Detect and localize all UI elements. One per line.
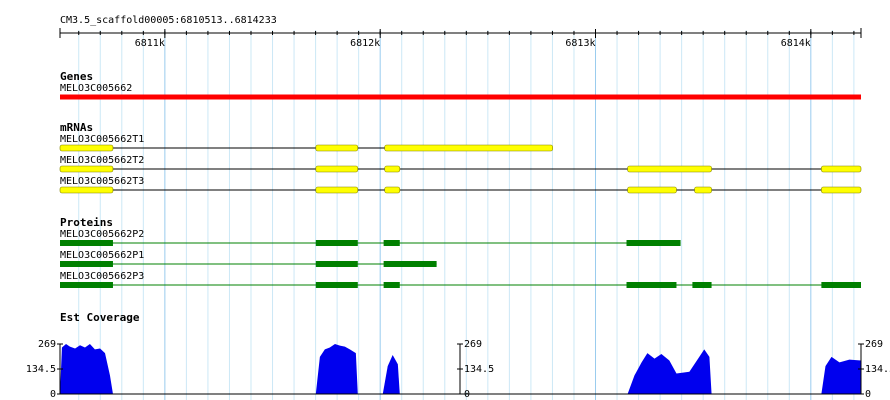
feature-label: MELO3C005662P2	[60, 229, 144, 240]
ruler-label: 6813k	[565, 38, 595, 49]
feature-label: MELO3C005662P1	[60, 250, 144, 261]
exon	[692, 282, 712, 288]
exon	[384, 144, 553, 152]
exon	[383, 282, 400, 288]
exon	[383, 240, 400, 246]
exon	[626, 240, 681, 246]
exon	[821, 165, 862, 173]
ruler-label: 6811k	[135, 38, 165, 49]
track-title: Proteins	[60, 216, 113, 229]
coverage-area	[382, 354, 400, 394]
exon	[315, 261, 358, 267]
exon	[59, 144, 114, 152]
ruler-label: 6812k	[350, 38, 380, 49]
exon	[821, 282, 861, 288]
feature-label: MELO3C005662T1	[60, 134, 144, 145]
exon	[315, 282, 358, 288]
region-title: CM3.5_scaffold00005:6810513..6814233	[60, 15, 277, 26]
exon	[626, 282, 677, 288]
exon	[384, 165, 401, 173]
track-title: Genes	[60, 70, 93, 83]
coverage-tick-label: 269	[865, 339, 883, 350]
coverage-tick-label: 134.5	[464, 364, 494, 375]
feature-label: MELO3C005662T3	[60, 176, 144, 187]
feature-label: MELO3C005662	[60, 83, 132, 94]
exon	[627, 186, 677, 194]
coverage-tick-label: 134.5	[26, 364, 56, 375]
gene-bar	[60, 94, 861, 100]
exon	[821, 186, 862, 194]
coverage-tick-label: 134.5	[865, 364, 890, 375]
coverage-tick-label: 269	[464, 339, 482, 350]
track-title: Est Coverage	[60, 311, 140, 324]
ruler-label: 6814k	[781, 38, 811, 49]
exon	[315, 240, 358, 246]
feature-label: MELO3C005662T2	[60, 155, 144, 166]
exon	[384, 186, 401, 194]
exon	[60, 282, 113, 288]
exon	[59, 186, 114, 194]
exon	[315, 165, 359, 173]
exon	[694, 186, 712, 194]
exon	[60, 261, 113, 267]
exon	[315, 186, 359, 194]
coverage-area	[821, 356, 861, 394]
coverage-area	[315, 344, 358, 394]
coverage-tick-label: 0	[50, 389, 56, 400]
exon	[60, 240, 113, 246]
coverage-tick-label: 0	[865, 389, 871, 400]
coverage-tick-label: 269	[38, 339, 56, 350]
coverage-area	[627, 349, 712, 394]
exon	[383, 261, 437, 267]
track-title: mRNAs	[60, 121, 93, 134]
exon	[627, 165, 712, 173]
feature-label: MELO3C005662P3	[60, 271, 144, 282]
coverage-area	[60, 344, 113, 394]
exon	[59, 165, 114, 173]
exon	[315, 144, 359, 152]
